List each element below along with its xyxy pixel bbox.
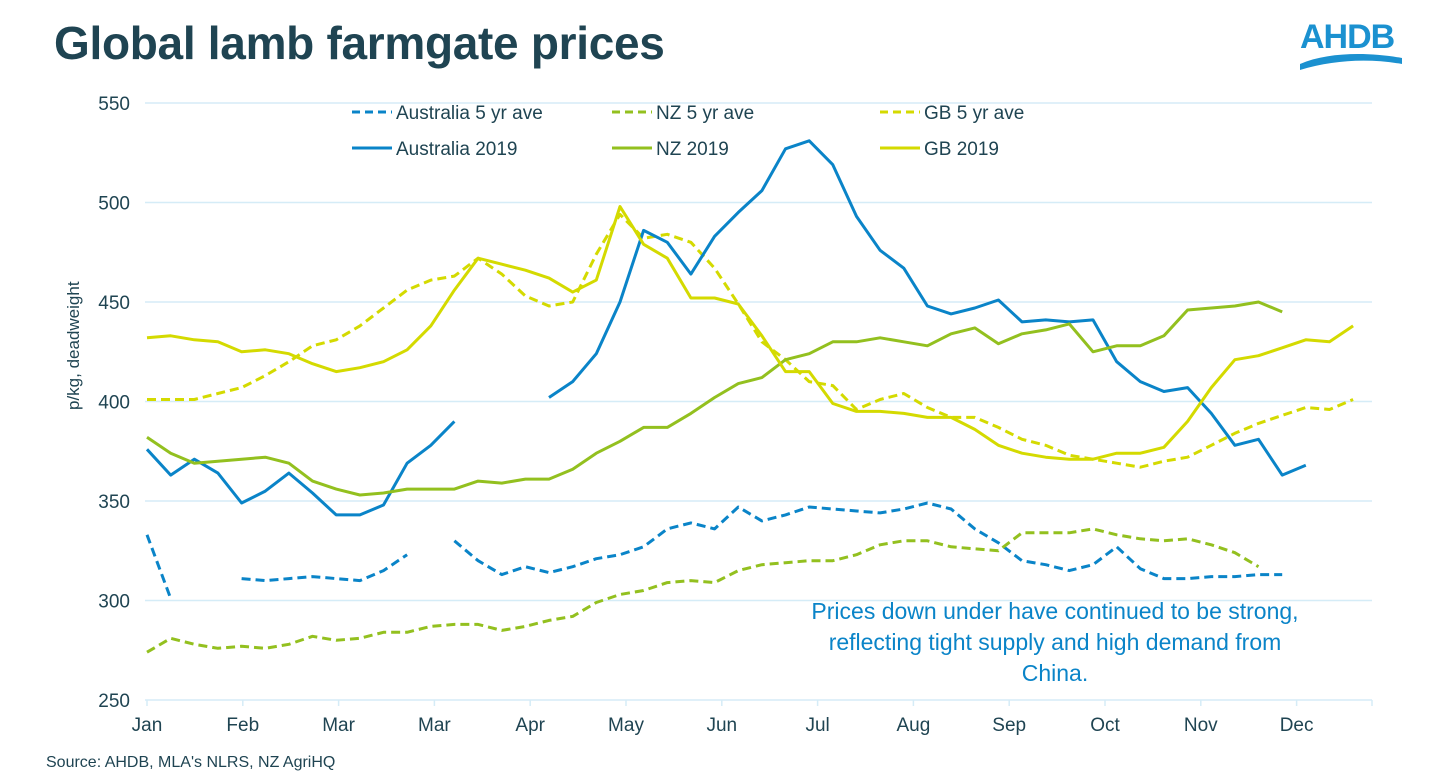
x-tick-label: Jun xyxy=(706,715,737,736)
series-line-australia-5-yr-ave xyxy=(453,501,1283,581)
legend-label: GB 5 yr ave xyxy=(924,103,1024,124)
x-tick-label: Dec xyxy=(1280,715,1314,736)
chart-annotation: Prices down under have continued to be s… xyxy=(811,598,1299,686)
legend-label: Australia 2019 xyxy=(396,139,517,160)
y-tick-labels: 250 300 350 400 450 500 550 xyxy=(98,94,130,712)
x-tick-label: Oct xyxy=(1090,715,1120,736)
series-line-gb-5-yr-ave xyxy=(147,212,1354,469)
x-tick-label: Mar xyxy=(418,715,451,736)
x-tick-label: Apr xyxy=(515,715,545,736)
y-tick-label: 400 xyxy=(98,393,130,414)
y-tick-label: 500 xyxy=(98,194,130,215)
y-tick-label: 300 xyxy=(98,592,130,613)
legend: Australia 5 yr ave NZ 5 yr ave GB 5 yr ave… xyxy=(352,103,1024,160)
legend-item: NZ 5 yr ave xyxy=(612,103,754,124)
x-tick-label: Jul xyxy=(805,715,829,736)
series-lines xyxy=(145,139,1354,654)
x-tick-label: Aug xyxy=(896,715,930,736)
x-tick-labels: Jan Feb Mar Mar Apr May Jun Jul Aug Sep Oct Nov Dec xyxy=(132,715,1314,736)
legend-label: Australia 5 yr ave xyxy=(396,103,543,124)
legend-item: GB 2019 xyxy=(880,139,999,160)
series-line-gb-2019 xyxy=(146,205,1354,461)
y-tick-label: 550 xyxy=(98,94,130,115)
y-tick-label: 250 xyxy=(98,691,130,712)
legend-item: NZ 2019 xyxy=(612,139,729,160)
x-tick-label: Sep xyxy=(992,715,1026,736)
page-title: Global lamb farmgate prices xyxy=(54,17,665,69)
source-note: Source: AHDB, MLA's NLRS, NZ AgriHQ xyxy=(46,754,336,771)
legend-label: GB 2019 xyxy=(924,139,999,160)
y-tick-label: 350 xyxy=(98,492,130,513)
grid-lines xyxy=(145,102,1373,706)
series-line-nz-2019 xyxy=(146,300,1283,497)
logo-wave-icon xyxy=(1300,54,1402,70)
legend-item: Australia 2019 xyxy=(352,139,517,160)
x-tick-label: Mar xyxy=(322,715,355,736)
legend-item: Australia 5 yr ave xyxy=(352,103,543,124)
ahdb-logo: AHDB xyxy=(1298,18,1408,72)
series-line-nz-5-yr-ave xyxy=(146,527,1260,654)
x-tick-label: Jan xyxy=(132,715,163,736)
x-tick-label: Nov xyxy=(1184,715,1218,736)
legend-label: NZ 2019 xyxy=(656,139,729,160)
series-line-australia-5-yr-ave xyxy=(241,553,408,583)
logo-text: AHDB xyxy=(1300,18,1395,56)
legend-label: NZ 5 yr ave xyxy=(656,103,754,124)
series-line-australia-5-yr-ave xyxy=(145,534,173,600)
series-line-australia-2019 xyxy=(548,139,1307,477)
x-tick-label: May xyxy=(608,715,644,736)
legend-item: GB 5 yr ave xyxy=(880,103,1024,124)
x-tick-label: Feb xyxy=(226,715,259,736)
y-tick-label: 450 xyxy=(98,293,130,314)
